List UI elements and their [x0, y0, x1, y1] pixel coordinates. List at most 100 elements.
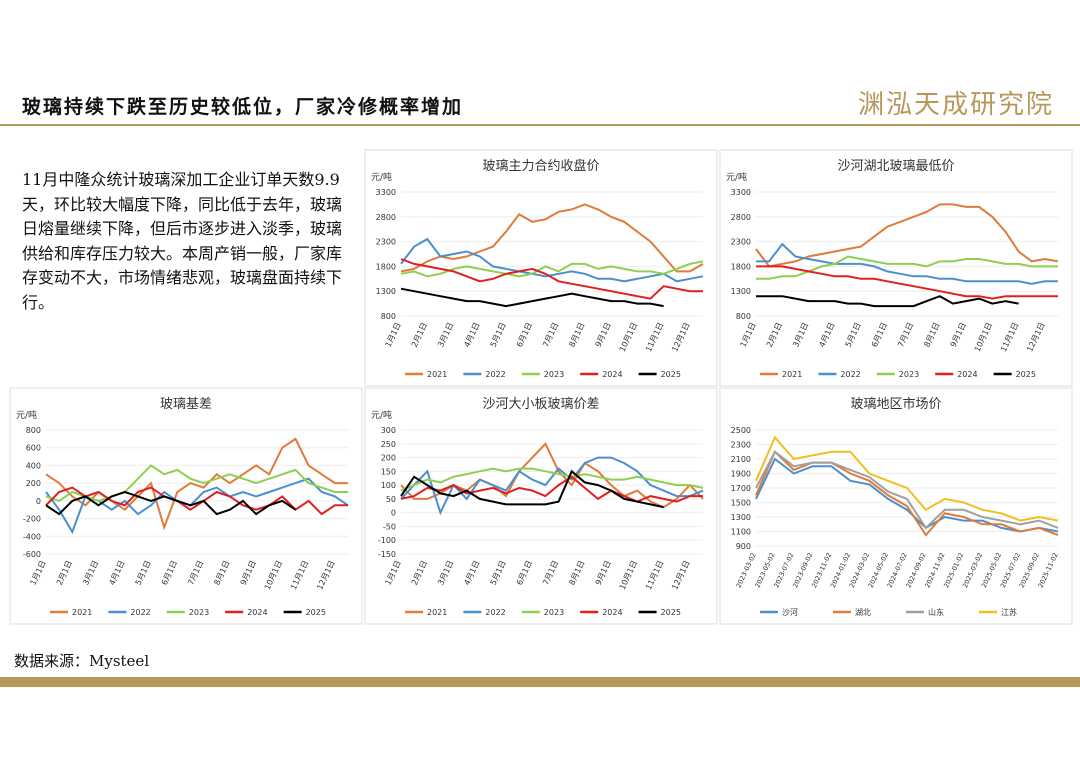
- summary-text: 11月中隆众统计玻璃深加工企业订单天数9.9天，环比较大幅度下降，同比低于去年，…: [22, 170, 343, 312]
- series-line: [756, 255, 1058, 280]
- y-tick-label: 3300: [376, 188, 396, 197]
- legend-label: 2025: [1016, 370, 1036, 379]
- y-tick-label: -100: [378, 536, 396, 545]
- chart-title: 玻璃主力合约收盘价: [482, 158, 599, 174]
- legend-label: 2021: [427, 608, 447, 617]
- legend-label: 2022: [485, 608, 505, 617]
- series-line: [755, 203, 1059, 268]
- y-tick-label: 0: [36, 497, 41, 506]
- y-tick-label: 2500: [731, 426, 751, 435]
- y-tick-label: 1700: [731, 484, 751, 493]
- series-line: [755, 457, 1059, 533]
- legend-label: 2024: [247, 608, 267, 617]
- y-axis-label: 元/吨: [371, 409, 392, 421]
- series-line: [45, 486, 348, 516]
- y-tick-label: 1300: [731, 513, 751, 522]
- legend-label: 2023: [544, 370, 564, 379]
- logo: 渊泓天成研究院: [857, 90, 1054, 120]
- y-tick-label: 1900: [731, 470, 751, 479]
- series-line: [45, 437, 348, 531]
- chart-title: 玻璃基差: [160, 397, 212, 412]
- y-tick-label: 2300: [376, 238, 396, 247]
- y-tick-label: 1500: [731, 499, 751, 508]
- chart: 玻璃地区市场价 900 1100 1300 1500 1700 1900 2100 2300 25…: [719, 387, 1073, 625]
- legend-label: 2025: [306, 608, 326, 617]
- series-line: [756, 265, 1058, 300]
- chart-title: 沙河大小板玻璃价差: [482, 397, 599, 412]
- legend-label: 沙河: [782, 607, 798, 617]
- legend-label: 2024: [602, 370, 622, 379]
- series-line: [755, 435, 1059, 522]
- series-line: [400, 287, 664, 308]
- chart-title: 沙河湖北玻璃最低价: [837, 159, 954, 174]
- y-tick-label: 2800: [376, 213, 396, 222]
- y-tick-label: 100: [381, 481, 396, 490]
- y-axis-label: 元/吨: [726, 171, 747, 183]
- y-tick-label: 3300: [731, 188, 751, 197]
- series-line: [400, 237, 704, 283]
- y-tick-label: 2300: [731, 238, 751, 247]
- series-line: [755, 450, 1059, 537]
- series-line: [400, 475, 703, 503]
- legend-label: 2021: [782, 370, 802, 379]
- series-line: [45, 464, 348, 503]
- series-line: [400, 258, 703, 300]
- y-axis-label: 元/吨: [16, 409, 37, 421]
- legend-label: 2024: [602, 608, 622, 617]
- y-tick-label: 800: [26, 426, 41, 435]
- y-tick-label: 900: [736, 542, 751, 551]
- legend-label: 2023: [899, 370, 919, 379]
- y-axis-label: 元/吨: [371, 171, 392, 183]
- y-tick-label: 1100: [731, 528, 751, 537]
- series-line: [400, 456, 704, 516]
- y-tick-label: 2300: [731, 441, 751, 450]
- y-tick-label: 600: [26, 444, 41, 453]
- legend-label: 2024: [957, 370, 977, 379]
- legend-label: 2025: [661, 608, 681, 617]
- y-tick-label: 800: [736, 312, 751, 321]
- legend-label: 2022: [485, 370, 505, 379]
- y-tick-label: -600: [23, 550, 41, 559]
- legend-label: 江苏: [1001, 607, 1017, 617]
- legend-label: 湖北: [855, 608, 871, 617]
- page-title: 玻璃持续下跌至历史较低位，厂家冷修概率增加: [22, 96, 464, 118]
- source: 数据来源：Mysteel: [14, 652, 150, 670]
- y-tick-label: -200: [23, 515, 41, 524]
- footer-bar: [0, 677, 1080, 687]
- series-line: [45, 490, 297, 516]
- y-tick-label: 400: [26, 461, 41, 470]
- header-rule: [0, 124, 1080, 126]
- series-line: [756, 242, 1058, 285]
- y-tick-label: 0: [391, 509, 396, 518]
- series-line: [400, 260, 704, 278]
- legend-label: 山东: [928, 607, 944, 617]
- y-tick-label: -50: [383, 522, 396, 531]
- y-tick-label: 300: [381, 426, 396, 435]
- chart-frame: [719, 387, 1073, 625]
- chart-title: 玻璃地区市场价: [850, 396, 941, 412]
- y-tick-label: -400: [23, 532, 41, 541]
- legend-label: 2021: [72, 608, 92, 617]
- y-tick-label: 200: [381, 454, 396, 463]
- legend-label: 2022: [130, 608, 150, 617]
- y-tick-label: 150: [381, 467, 396, 476]
- y-tick-label: 1800: [731, 262, 751, 271]
- legend-label: 2022: [840, 370, 860, 379]
- series-line: [400, 467, 704, 492]
- y-tick-label: 250: [381, 440, 396, 449]
- legend-label: 2023: [189, 608, 209, 617]
- y-tick-label: 200: [26, 479, 41, 488]
- y-tick-label: 50: [386, 495, 396, 504]
- y-tick-label: 1300: [376, 287, 396, 296]
- y-tick-label: 1800: [376, 262, 396, 271]
- legend-label: 2023: [544, 608, 564, 617]
- y-tick-label: 2100: [731, 455, 751, 464]
- series-line: [755, 450, 1059, 530]
- y-tick-label: -150: [378, 550, 396, 559]
- chart-frame: [719, 149, 1073, 387]
